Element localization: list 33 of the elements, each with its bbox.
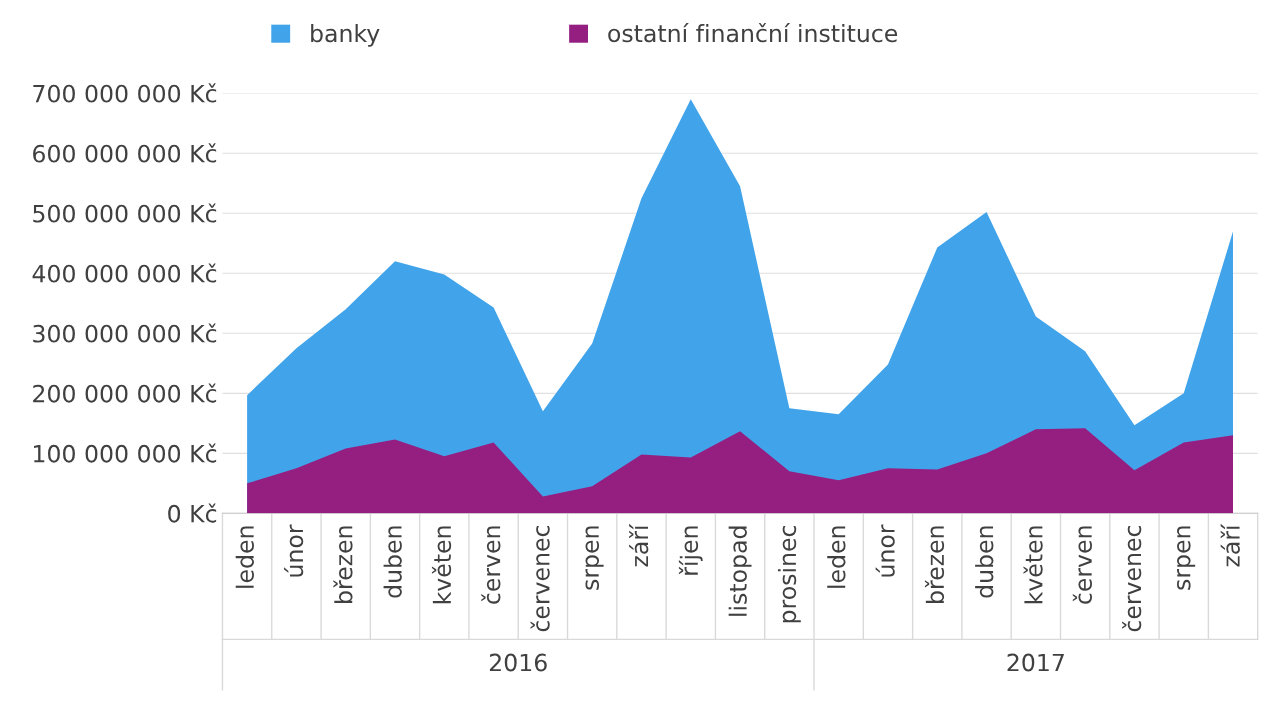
text: 2017 [1007,653,1064,672]
x-tick-label: listopad [728,526,752,616]
x-tick-label: duben [975,526,994,598]
legend-label: ostatní finanční instituce [608,23,898,43]
x-tick-label: říjen [678,526,703,575]
x-tick-label: září [1220,523,1240,567]
x-tick-label: březen [924,526,945,603]
x-tick-label: srpen [1177,526,1196,590]
x-tick-label: květen [431,526,452,604]
legend-label: banky [311,23,380,47]
x-tick-label: červenec [1122,525,1142,632]
x-tick-label: únor [284,524,304,577]
x-tick-label: září [629,523,649,567]
y-tick-label: 300 000 000 Kč [33,323,217,343]
y-tick-label: 100 000 000 Kč [34,443,217,463]
x-tick-label: červen [481,526,501,604]
y-tick-label: 500 000 000 Kč [33,203,217,223]
x-tick-label: červen [1072,526,1092,604]
x-tick-label: duben [383,526,402,598]
x-tick-label: srpen [585,526,604,590]
y-tick-label: 600 000 000 Kč [33,143,217,163]
x-tick-label: leden [235,526,254,588]
x-tick-label: leden [827,526,846,588]
x-tick-label: únor [875,524,895,577]
x-tick-label: květen [1023,526,1043,604]
y-tick-label: 400 000 000 Kč [32,263,217,283]
x-tick-label: březen [333,526,353,603]
y-tick-label: 0 Kč [168,503,217,523]
x-tick-label: červenec [530,525,550,632]
x-tick-label: prosinec [777,525,801,623]
y-tick-label: 700 000 000 Kč [33,83,217,103]
y-tick-label: 200 000 000 Kč [33,383,217,403]
text: 2016 [489,653,547,672]
